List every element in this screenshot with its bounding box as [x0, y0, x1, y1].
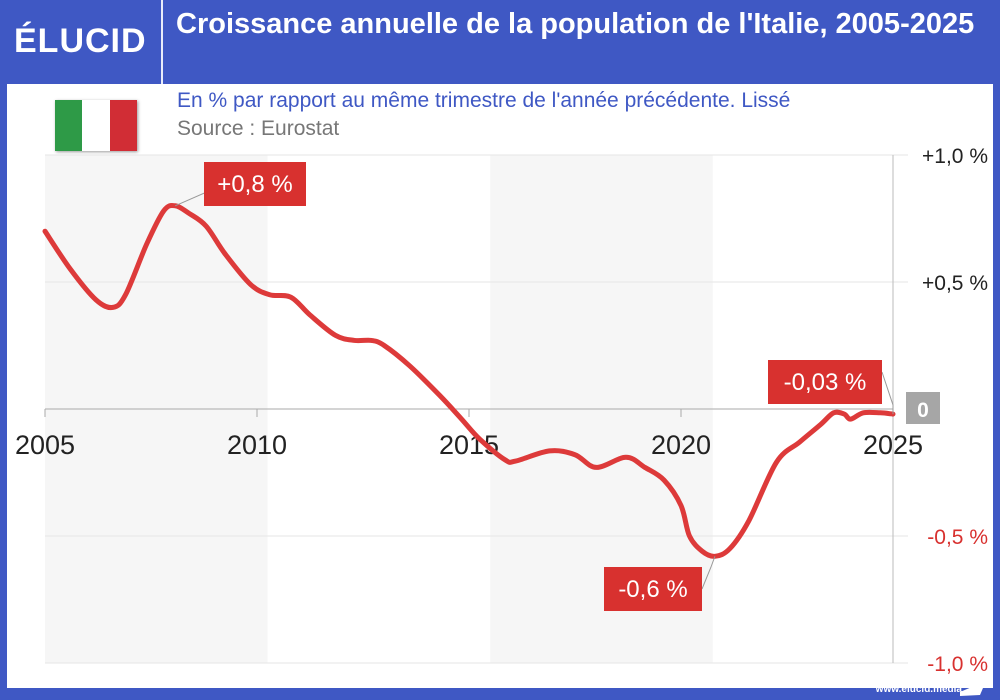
chart-source: Source : Eurostat [177, 117, 340, 140]
x-tick-label: 2015 [439, 430, 499, 460]
series-line [42, 203, 896, 559]
footer-url[interactable]: www.elucid.media [875, 684, 962, 695]
x-tick-label: 2020 [651, 430, 711, 460]
y-tick-label: -0,5 % [927, 526, 988, 549]
x-tick-label: 2010 [227, 430, 287, 460]
zero-badge [906, 392, 940, 424]
y-tick-label: +0,5 % [922, 272, 988, 295]
annotation-label: +0,8 % [217, 171, 292, 198]
header: ÉLUCID Croissance annuelle de la populat… [0, 0, 1000, 84]
elucid-logo: ÉLUCID [14, 22, 147, 60]
header-divider [161, 0, 163, 84]
annotation-box [768, 360, 882, 404]
annotation-label: -0,03 % [784, 369, 867, 396]
elucid-mark-icon [960, 681, 986, 696]
x-tick-label: 2005 [15, 430, 75, 460]
annotation-leader [881, 371, 894, 415]
y-tick-label: +1,0 % [922, 145, 988, 168]
annotation-box [204, 162, 306, 206]
annotation-box [604, 567, 702, 611]
x-tick-label: 2025 [863, 430, 923, 460]
annotation-leader [701, 556, 716, 590]
y-tick-label: 0 [917, 399, 929, 422]
chart-title: Croissance annuelle de la population de … [176, 8, 975, 40]
y-tick-label: -1,0 % [927, 653, 988, 676]
italy-flag-icon [55, 100, 137, 151]
chart-subtitle: En % par rapport au même trimestre de l'… [177, 89, 791, 112]
annotation-label: -0,6 % [618, 576, 687, 603]
